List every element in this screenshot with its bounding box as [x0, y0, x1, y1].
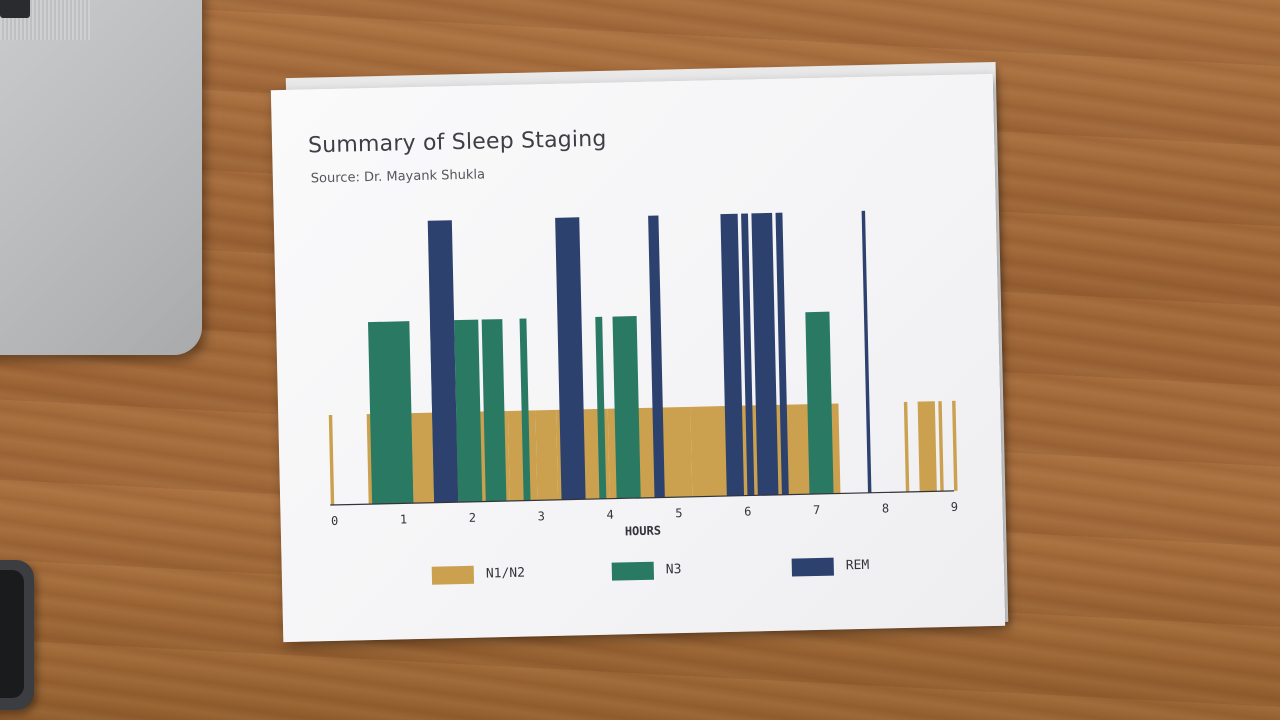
bar-rem-7	[861, 210, 872, 493]
x-tick-3: 3	[537, 509, 545, 523]
x-ticks-group: 0 1 2 3 4 5 6 7 8 9	[331, 500, 958, 528]
legend-swatch-n3	[611, 561, 655, 581]
x-tick-0: 0	[331, 514, 339, 528]
x-tick-1: 1	[400, 512, 408, 526]
x-tick-2: 2	[469, 511, 477, 525]
x-tick-9: 9	[951, 500, 959, 514]
phone	[0, 560, 34, 710]
bar-n1n2-15	[952, 400, 958, 491]
bar-n3-6	[612, 316, 641, 499]
legend-label-rem: REM	[845, 557, 870, 574]
laptop-key	[0, 0, 30, 18]
x-axis-label: HOURS	[625, 524, 661, 539]
bar-n1n2-14	[938, 401, 944, 492]
x-tick-7: 7	[813, 503, 821, 517]
bar-n3-7	[805, 311, 834, 495]
bar-n3-5	[595, 316, 607, 499]
bar-n3-3	[481, 319, 507, 502]
chart-title: Summary of Sleep Staging	[307, 126, 607, 159]
bar-rem-0	[427, 220, 459, 503]
x-tick-5: 5	[675, 506, 683, 520]
x-tick-4: 4	[606, 508, 614, 522]
bar-n1n2-12	[903, 401, 910, 492]
legend-label-n1n2: N1/N2	[485, 565, 526, 582]
chart-subtitle: Source: Dr. Mayank Shukla	[310, 167, 486, 187]
sleep-staging-chart: 0 1 2 3 4 5 6 7 8 9 HOURS	[328, 210, 958, 539]
x-tick-6: 6	[744, 504, 752, 518]
bar-n1n2-6	[535, 409, 559, 501]
legend-label-n3: N3	[665, 562, 682, 578]
x-tick-8: 8	[882, 501, 890, 515]
laptop	[0, 0, 202, 355]
phone-screen	[0, 570, 24, 698]
bars-group	[328, 210, 958, 506]
bar-n3-4	[519, 318, 531, 501]
bar-n1n2-13	[917, 401, 937, 492]
legend-swatch-n1n2	[431, 565, 475, 585]
bar-rem-6	[775, 212, 789, 495]
bar-rem-4	[741, 213, 755, 496]
chart-paper: Summary of Sleep Staging Source: Dr. May…	[270, 73, 1006, 643]
bar-n1n2-0	[328, 414, 335, 506]
bar-n1n2-2	[411, 412, 435, 504]
bar-n3-0	[368, 321, 414, 505]
bar-rem-2	[648, 215, 665, 498]
bar-rem-1	[555, 217, 586, 500]
bar-n3-2	[454, 319, 483, 503]
bar-rem-5	[751, 212, 779, 496]
bar-rem-3	[720, 213, 745, 497]
legend-swatch-rem	[791, 557, 834, 577]
x-axis-line	[330, 490, 955, 506]
